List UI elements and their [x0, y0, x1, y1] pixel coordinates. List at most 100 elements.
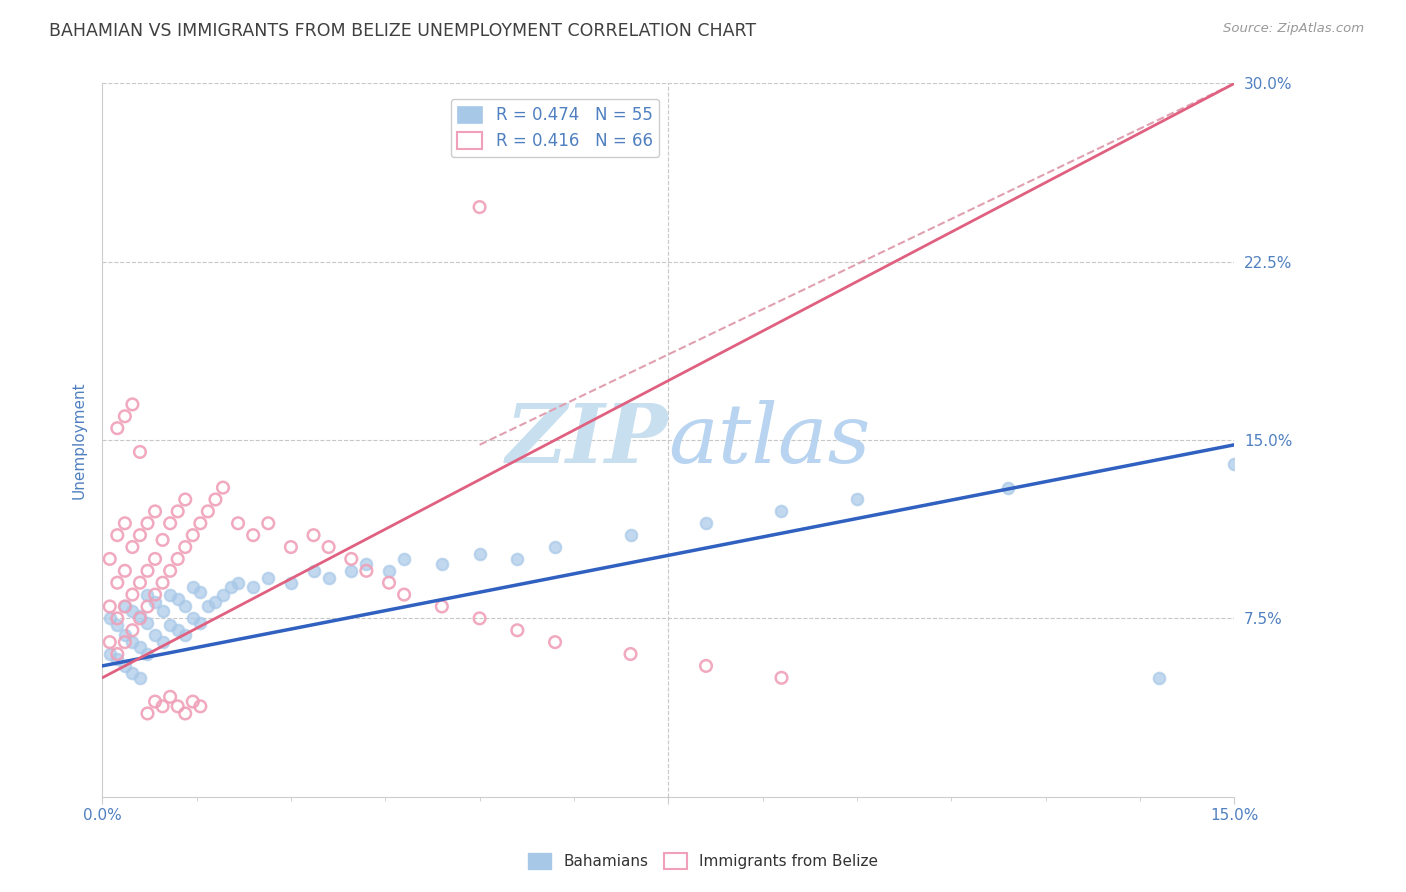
Point [114, 564, 136, 578]
Point [257, 516, 280, 531]
Point [114, 659, 136, 673]
Text: BAHAMIAN VS IMMIGRANTS FROM BELIZE UNEMPLOYMENT CORRELATION CHART: BAHAMIAN VS IMMIGRANTS FROM BELIZE UNEMP… [49, 22, 756, 40]
Point [302, 564, 325, 578]
Point [136, 706, 159, 721]
Point [105, 652, 128, 666]
Point [166, 624, 188, 638]
Point [378, 575, 401, 590]
Point [695, 516, 717, 531]
Point [204, 595, 226, 609]
Point [121, 604, 143, 618]
Point [1223, 457, 1246, 471]
Point [392, 588, 415, 602]
Point [695, 659, 717, 673]
Point [98, 599, 121, 614]
Point [143, 695, 166, 709]
Point [105, 528, 128, 542]
Point [181, 611, 204, 625]
Point [152, 635, 174, 649]
Point [174, 492, 197, 507]
Point [997, 481, 1019, 495]
Point [257, 571, 280, 585]
Point [105, 611, 128, 625]
Point [129, 640, 152, 654]
Point [212, 481, 235, 495]
Point [242, 528, 264, 542]
Text: Source: ZipAtlas.com: Source: ZipAtlas.com [1223, 22, 1364, 36]
Point [242, 581, 264, 595]
Point [136, 647, 159, 661]
Point [181, 528, 204, 542]
Point [129, 611, 152, 625]
Point [121, 397, 143, 411]
Point [619, 528, 641, 542]
Point [212, 588, 235, 602]
Point [226, 516, 249, 531]
Point [105, 647, 128, 661]
Point [188, 585, 211, 599]
Point [159, 516, 181, 531]
Point [197, 504, 219, 518]
Point [181, 581, 204, 595]
Point [129, 445, 152, 459]
Point [152, 604, 174, 618]
Point [136, 564, 159, 578]
Point [98, 552, 121, 566]
Point [105, 618, 128, 632]
Point [846, 492, 869, 507]
Point [136, 516, 159, 531]
Point [280, 575, 302, 590]
Point [114, 599, 136, 614]
Y-axis label: Unemployment: Unemployment [72, 381, 86, 499]
Point [166, 699, 188, 714]
Point [143, 595, 166, 609]
Point [226, 575, 249, 590]
Point [544, 540, 567, 554]
Point [159, 618, 181, 632]
Point [105, 575, 128, 590]
Point [770, 504, 793, 518]
Point [143, 504, 166, 518]
Point [129, 609, 152, 624]
Point [506, 552, 529, 566]
Point [188, 699, 211, 714]
Point [121, 540, 143, 554]
Point [174, 706, 197, 721]
Point [318, 571, 340, 585]
Point [468, 547, 491, 561]
Point [356, 564, 378, 578]
Point [143, 588, 166, 602]
Point [121, 666, 143, 681]
Point [121, 588, 143, 602]
Point [114, 516, 136, 531]
Point [114, 599, 136, 614]
Point [98, 611, 121, 625]
Point [129, 528, 152, 542]
Text: ZIP: ZIP [506, 400, 668, 480]
Point [105, 421, 128, 435]
Point [166, 504, 188, 518]
Point [174, 599, 197, 614]
Point [152, 575, 174, 590]
Point [430, 557, 453, 571]
Point [204, 492, 226, 507]
Point [159, 588, 181, 602]
Legend: Bahamians, Immigrants from Belize: Bahamians, Immigrants from Belize [522, 847, 884, 875]
Point [468, 200, 491, 214]
Point [136, 599, 159, 614]
Point [114, 635, 136, 649]
Point [468, 611, 491, 625]
Point [98, 635, 121, 649]
Legend: R = 0.474   N = 55, R = 0.416   N = 66: R = 0.474 N = 55, R = 0.416 N = 66 [451, 99, 659, 157]
Point [619, 647, 641, 661]
Point [219, 581, 242, 595]
Point [159, 564, 181, 578]
Point [197, 599, 219, 614]
Point [114, 628, 136, 642]
Point [152, 533, 174, 547]
Point [143, 552, 166, 566]
Point [166, 552, 188, 566]
Point [188, 516, 211, 531]
Point [318, 540, 340, 554]
Point [121, 624, 143, 638]
